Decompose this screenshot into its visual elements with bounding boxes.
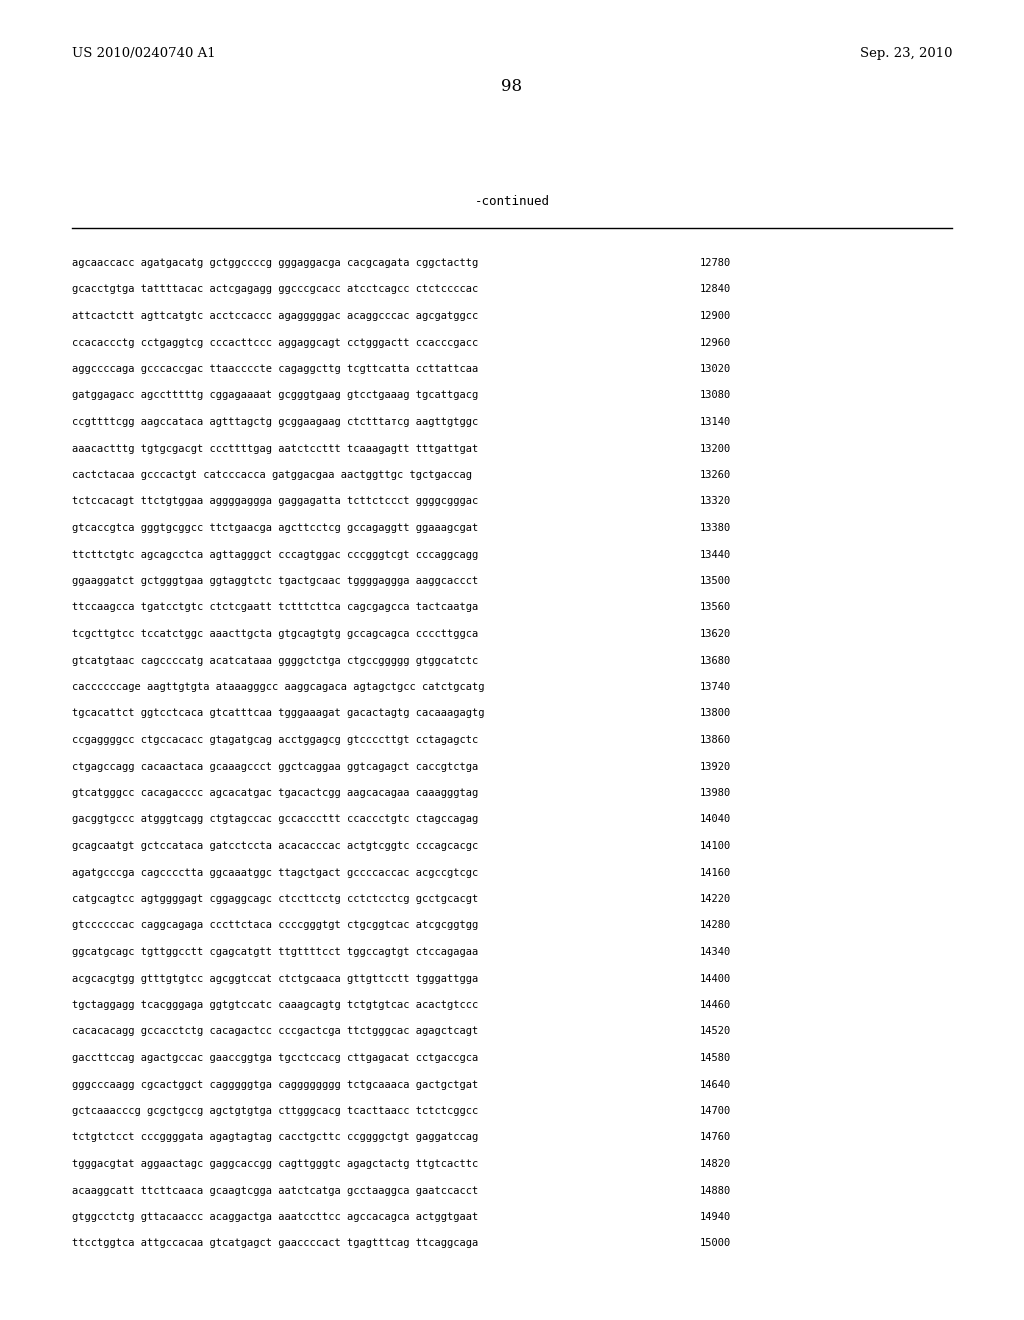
Text: gtggcctctg gttacaaccc acaggactga aaatccttcc agccacagca actggtgaat: gtggcctctg gttacaaccc acaggactga aaatcct… [72,1212,478,1222]
Text: ctgagccagg cacaactaca gcaaagccct ggctcaggaa ggtcagagct caccgtctga: ctgagccagg cacaactaca gcaaagccct ggctcag… [72,762,478,771]
Text: 12960: 12960 [700,338,731,347]
Text: gacggtgccc atgggtcagg ctgtagccac gccacccttt ccaccctgtc ctagccagag: gacggtgccc atgggtcagg ctgtagccac gccaccc… [72,814,478,825]
Text: ggcatgcagc tgttggcctt cgagcatgtt ttgttttcct tggccagtgt ctccagagaa: ggcatgcagc tgttggcctt cgagcatgtt ttgtttt… [72,946,478,957]
Text: 14160: 14160 [700,867,731,878]
Text: US 2010/0240740 A1: US 2010/0240740 A1 [72,48,216,59]
Text: tcgcttgtcc tccatctggc aaacttgcta gtgcagtgtg gccagcagca ccccttggca: tcgcttgtcc tccatctggc aaacttgcta gtgcagt… [72,630,478,639]
Text: agatgcccga cagcccctta ggcaaatggc ttagctgact gccccaccac acgccgtcgc: agatgcccga cagcccctta ggcaaatggc ttagctg… [72,867,478,878]
Text: 15000: 15000 [700,1238,731,1249]
Text: acaaggcatt ttcttcaaca gcaagtcgga aatctcatga gcctaaggca gaatccacct: acaaggcatt ttcttcaaca gcaagtcgga aatctca… [72,1185,478,1196]
Text: 13380: 13380 [700,523,731,533]
Text: 14820: 14820 [700,1159,731,1170]
Text: gggcccaagg cgcactggct cagggggtga cagggggggg tctgcaaaca gactgctgat: gggcccaagg cgcactggct cagggggtga caggggg… [72,1080,478,1089]
Text: 12840: 12840 [700,285,731,294]
Text: gtcatgtaac cagccccatg acatcataaa ggggctctga ctgccggggg gtggcatctc: gtcatgtaac cagccccatg acatcataaa ggggctc… [72,656,478,665]
Text: aggccccaga gcccaccgac ttaaccccte cagaggcttg tcgttcatta ccttattcaa: aggccccaga gcccaccgac ttaaccccte cagaggc… [72,364,478,374]
Text: 13620: 13620 [700,630,731,639]
Text: 98: 98 [502,78,522,95]
Text: 14220: 14220 [700,894,731,904]
Text: gaccttccag agactgccac gaaccggtga tgcctccacg cttgagacat cctgaccgca: gaccttccag agactgccac gaaccggtga tgcctcc… [72,1053,478,1063]
Text: gtcatgggcc cacagacccc agcacatgac tgacactcgg aagcacagaa caaagggtag: gtcatgggcc cacagacccc agcacatgac tgacact… [72,788,478,799]
Text: catgcagtcc agtggggagt cggaggcagc ctccttcctg cctctcctcg gcctgcacgt: catgcagtcc agtggggagt cggaggcagc ctccttc… [72,894,478,904]
Text: 14640: 14640 [700,1080,731,1089]
Text: 14100: 14100 [700,841,731,851]
Text: ttcttctgtc agcagcctca agttagggct cccagtggac cccgggtcgt cccaggcagg: ttcttctgtc agcagcctca agttagggct cccagtg… [72,549,478,560]
Text: attcactctt agttcatgtc acctccaccc agagggggac acaggcccac agcgatggcc: attcactctt agttcatgtc acctccaccc agagggg… [72,312,478,321]
Text: 13920: 13920 [700,762,731,771]
Text: 13140: 13140 [700,417,731,426]
Text: tgcacattct ggtcctcaca gtcatttcaa tgggaaagat gacactagtg cacaaagagtg: tgcacattct ggtcctcaca gtcatttcaa tgggaaa… [72,709,484,718]
Text: 13320: 13320 [700,496,731,507]
Text: tgggacgtat aggaactagc gaggcaccgg cagttgggtc agagctactg ttgtcacttc: tgggacgtat aggaactagc gaggcaccgg cagttgg… [72,1159,478,1170]
Text: 13560: 13560 [700,602,731,612]
Text: 13020: 13020 [700,364,731,374]
Text: cacacacagg gccacctctg cacagactcc cccgactcga ttctgggcac agagctcagt: cacacacagg gccacctctg cacagactcc cccgact… [72,1027,478,1036]
Text: ccgaggggcc ctgccacacc gtagatgcag acctggagcg gtccccttgt cctagagctc: ccgaggggcc ctgccacacc gtagatgcag acctgga… [72,735,478,744]
Text: 14040: 14040 [700,814,731,825]
Text: tgctaggagg tcacgggaga ggtgtccatc caaagcagtg tctgtgtcac acactgtccc: tgctaggagg tcacgggaga ggtgtccatc caaagca… [72,1001,478,1010]
Text: 13680: 13680 [700,656,731,665]
Text: 14940: 14940 [700,1212,731,1222]
Text: gcagcaatgt gctccataca gatcctccta acacacccac actgtcggtc cccagcacgc: gcagcaatgt gctccataca gatcctccta acacacc… [72,841,478,851]
Text: 13440: 13440 [700,549,731,560]
Text: gtcaccgtca gggtgcggcc ttctgaacga agcttcctcg gccagaggtt ggaaagcgat: gtcaccgtca gggtgcggcc ttctgaacga agcttcc… [72,523,478,533]
Text: gtccccccac caggcagaga cccttctaca ccccgggtgt ctgcggtcac atcgcggtgg: gtccccccac caggcagaga cccttctaca ccccggg… [72,920,478,931]
Text: 13860: 13860 [700,735,731,744]
Text: 13500: 13500 [700,576,731,586]
Text: 14340: 14340 [700,946,731,957]
Text: aaacactttg tgtgcgacgt cccttttgag aatctccttt tcaaagagtt tttgattgat: aaacactttg tgtgcgacgt cccttttgag aatctcc… [72,444,478,454]
Text: gctcaaacccg gcgctgccg agctgtgtga cttgggcacg tcacttaacc tctctcggcc: gctcaaacccg gcgctgccg agctgtgtga cttgggc… [72,1106,478,1115]
Text: 13260: 13260 [700,470,731,480]
Text: Sep. 23, 2010: Sep. 23, 2010 [859,48,952,59]
Text: ttcctggtca attgccacaa gtcatgagct gaaccccact tgagtttcag ttcaggcaga: ttcctggtca attgccacaa gtcatgagct gaacccc… [72,1238,478,1249]
Text: tctccacagt ttctgtggaa aggggaggga gaggagatta tcttctccct ggggcgggac: tctccacagt ttctgtggaa aggggaggga gaggaga… [72,496,478,507]
Text: tctgtctcct cccggggata agagtagtag cacctgcttc ccggggctgt gaggatccag: tctgtctcct cccggggata agagtagtag cacctgc… [72,1133,478,1143]
Text: 13080: 13080 [700,391,731,400]
Text: 14280: 14280 [700,920,731,931]
Text: acgcacgtgg gtttgtgtcc agcggtccat ctctgcaaca gttgttcctt tgggattgga: acgcacgtgg gtttgtgtcc agcggtccat ctctgca… [72,974,478,983]
Text: 14520: 14520 [700,1027,731,1036]
Text: 12780: 12780 [700,257,731,268]
Text: 13980: 13980 [700,788,731,799]
Text: 14460: 14460 [700,1001,731,1010]
Text: cactctacaa gcccactgt catcccacca gatggacgaa aactggttgc tgctgaccag: cactctacaa gcccactgt catcccacca gatggacg… [72,470,472,480]
Text: 12900: 12900 [700,312,731,321]
Text: 13740: 13740 [700,682,731,692]
Text: ccacaccctg cctgaggtcg cccacttccc aggaggcagt cctgggactt ccacccgacc: ccacaccctg cctgaggtcg cccacttccc aggaggc… [72,338,478,347]
Text: caccccccage aagttgtgta ataaagggcc aaggcagaca agtagctgcc catctgcatg: caccccccage aagttgtgta ataaagggcc aaggca… [72,682,484,692]
Text: ttccaagcca tgatcctgtc ctctcgaatt tctttcttca cagcgagcca tactcaatga: ttccaagcca tgatcctgtc ctctcgaatt tctttct… [72,602,478,612]
Text: 14580: 14580 [700,1053,731,1063]
Text: 13200: 13200 [700,444,731,454]
Text: 14400: 14400 [700,974,731,983]
Text: 14880: 14880 [700,1185,731,1196]
Text: 14700: 14700 [700,1106,731,1115]
Text: ccgttttcgg aagccataca agtttagctg gcggaagaag ctctttатcg aagttgtggc: ccgttttcgg aagccataca agtttagctg gcggaag… [72,417,478,426]
Text: 13800: 13800 [700,709,731,718]
Text: gatggagacc agcctttttg cggagaaaat gcgggtgaag gtcctgaaag tgcattgacg: gatggagacc agcctttttg cggagaaaat gcgggtg… [72,391,478,400]
Text: ggaaggatct gctgggtgaa ggtaggtctc tgactgcaac tggggaggga aaggcaccct: ggaaggatct gctgggtgaa ggtaggtctc tgactgc… [72,576,478,586]
Text: agcaaccacc agatgacatg gctggccccg gggaggacga cacgcagata cggctacttg: agcaaccacc agatgacatg gctggccccg gggagga… [72,257,478,268]
Text: gcacctgtga tattttacac actcgagagg ggcccgcacc atcctcagcc ctctccccac: gcacctgtga tattttacac actcgagagg ggcccgc… [72,285,478,294]
Text: 14760: 14760 [700,1133,731,1143]
Text: -continued: -continued [474,195,550,209]
